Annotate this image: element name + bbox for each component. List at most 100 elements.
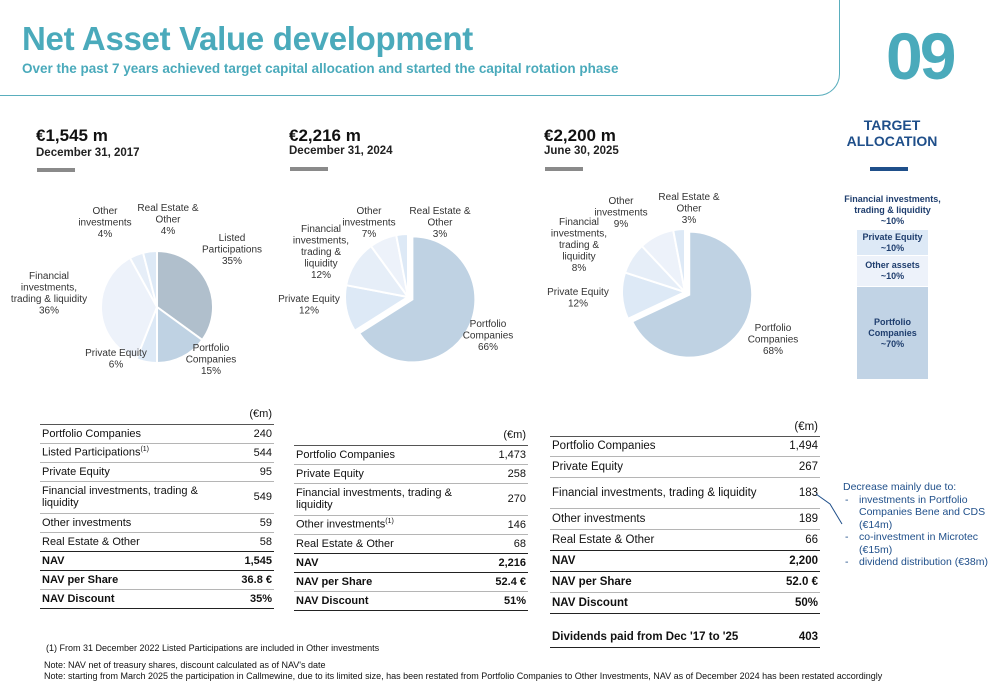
row-label: Financial investments, trading & liquidi… bbox=[294, 483, 474, 516]
row-label: NAV per Share bbox=[294, 572, 474, 592]
table-row: Other investments(1) 146 bbox=[294, 515, 528, 535]
row-value: 1,545 bbox=[220, 551, 274, 571]
row-value: 258 bbox=[474, 464, 528, 484]
dividends-row: Dividends paid from Dec '17 to '25 403 bbox=[550, 627, 820, 648]
nav-table-2025: (€m) Portfolio Companies 1,494 Private Eq… bbox=[550, 418, 820, 648]
row-value: 95 bbox=[220, 462, 274, 482]
footnote-note-2: Note: starting from March 2025 the parti… bbox=[44, 671, 883, 681]
row-label: Real Estate & Other bbox=[40, 532, 220, 552]
target-other-assets-label: Other assets bbox=[865, 260, 920, 270]
target-portfolio-companies: Portfolio Companies ~70% bbox=[857, 287, 928, 379]
pie-label-line: Financial bbox=[559, 217, 599, 228]
pie-label-line: 4% bbox=[161, 226, 176, 237]
pie-label-line: Real Estate & bbox=[409, 206, 470, 217]
page-title: Net Asset Value development bbox=[22, 20, 473, 57]
row-value: 52.4 € bbox=[474, 572, 528, 592]
nav-discount-row: NAV Discount 35% bbox=[40, 589, 274, 609]
pie-label-line: 4% bbox=[98, 229, 113, 240]
pie-label-line: trading & bbox=[559, 240, 599, 251]
pie-label-line: liquidity bbox=[562, 252, 595, 263]
row-label: Portfolio Companies bbox=[40, 424, 220, 444]
panel-2024-bar bbox=[290, 167, 328, 171]
panel-2025-amount: €2,200 m bbox=[544, 126, 616, 145]
row-label-text: Other investments bbox=[296, 518, 386, 531]
note-connector-line bbox=[815, 493, 843, 525]
pie-label: Real Estate & Other 3% bbox=[658, 192, 719, 226]
table-row: Real Estate & Other 58 bbox=[40, 532, 274, 552]
pie-label-line: 7% bbox=[362, 229, 377, 240]
decrease-note-list: investments in Portfolio Companies Bene … bbox=[843, 494, 993, 569]
footnote-note-1: Note: NAV net of treasury shares, discou… bbox=[44, 660, 326, 670]
pie-label-line: trading & bbox=[301, 247, 341, 258]
target-private-equity-pct: ~10% bbox=[880, 242, 905, 253]
table-row: Other investments 189 bbox=[550, 508, 820, 530]
pie-label-line: 12% bbox=[568, 299, 588, 310]
row-value: 36.8 € bbox=[220, 570, 274, 590]
pie-label-line: investments bbox=[78, 218, 131, 229]
table-row: Real Estate & Other 66 bbox=[550, 529, 820, 551]
row-value: 50% bbox=[765, 592, 820, 614]
pie-chart-2025: Portfolio Companies 68% Private Equity 12% Fi… bbox=[547, 192, 798, 359]
target-private-equity-label: Private Equity bbox=[862, 231, 923, 242]
table-row: Financial investments, trading & liquidi… bbox=[550, 477, 820, 509]
pie-label-line: Other bbox=[356, 206, 382, 217]
row-label: Financial investments, trading & liquidi… bbox=[550, 477, 765, 509]
target-portfolio-pct: ~70% bbox=[880, 338, 905, 349]
row-value: 549 bbox=[220, 481, 274, 514]
row-label: NAV per Share bbox=[40, 570, 220, 590]
pie-label: Other investments 9% bbox=[594, 196, 647, 230]
panel-2017-date: December 31, 2017 bbox=[36, 147, 140, 159]
nav-table-2024: (€m) Portfolio Companies 1,473 Private Eq… bbox=[294, 425, 528, 611]
pie-label-line: 36% bbox=[39, 306, 59, 317]
decrease-note-item: investments in Portfolio Companies Bene … bbox=[843, 494, 993, 532]
header-frame bbox=[0, 0, 840, 96]
target-allocation-bar bbox=[870, 167, 908, 171]
table-unit-row: (€m) bbox=[550, 418, 820, 437]
panel-2017-amount: €1,545 m bbox=[36, 126, 108, 145]
pie-label: Financial investments, trading & liquidity… bbox=[11, 271, 87, 317]
pie-label-line: Other bbox=[427, 218, 453, 229]
target-allocation-title: TARGET ALLOCATION bbox=[846, 117, 938, 149]
row-label: Real Estate & Other bbox=[294, 534, 474, 554]
target-private-equity: Private Equity ~10% bbox=[857, 230, 928, 255]
pie-label: Portfolio Companies 15% bbox=[186, 343, 237, 377]
table-row: Private Equity 258 bbox=[294, 464, 528, 484]
pie-label: Private Equity 12% bbox=[547, 287, 609, 310]
table-row: Private Equity 267 bbox=[550, 456, 820, 478]
pie-slice-portfolio-companies bbox=[630, 230, 754, 359]
decrease-note: Decrease mainly due to: investments in P… bbox=[843, 481, 993, 569]
pie-label: Portfolio Companies 66% bbox=[463, 319, 514, 353]
nav-row: NAV 1,545 bbox=[40, 551, 274, 571]
pie-label-line: Other bbox=[155, 215, 181, 226]
pie-label: Private Equity 6% bbox=[85, 348, 147, 371]
pie-label: Real Estate & Other 3% bbox=[409, 206, 470, 240]
target-financial: Financial investments, trading & liquidi… bbox=[835, 194, 950, 227]
row-value: 1,494 bbox=[765, 436, 820, 457]
row-label: Private Equity bbox=[550, 456, 765, 478]
pie-label: Listed Participations 35% bbox=[202, 233, 262, 267]
target-other-assets: Other assets ~10% bbox=[857, 256, 928, 286]
table-row: Private Equity 95 bbox=[40, 462, 274, 482]
pie-label-line: 15% bbox=[201, 366, 221, 377]
pie-label-line: Other bbox=[608, 196, 634, 207]
row-label: Portfolio Companies bbox=[550, 436, 765, 457]
pie-label-line: Real Estate & bbox=[137, 203, 198, 214]
pie-label-line: Companies bbox=[186, 355, 237, 366]
pie-label-line: 8% bbox=[572, 263, 587, 274]
nav-row: NAV 2,200 bbox=[550, 550, 820, 572]
nav-per-share-row: NAV per Share 52.4 € bbox=[294, 572, 528, 592]
note-connector bbox=[815, 493, 843, 525]
pie-label-line: Private Equity bbox=[547, 287, 609, 298]
row-label: Portfolio Companies bbox=[294, 445, 474, 465]
nav-discount-row: NAV Discount 51% bbox=[294, 591, 528, 611]
table-unit: (€m) bbox=[765, 418, 820, 437]
pie-label-line: Listed bbox=[219, 233, 246, 244]
pie-slice-listed-participations bbox=[156, 249, 214, 342]
table-row: Portfolio Companies 1,494 bbox=[550, 436, 820, 457]
pie-label-line: 3% bbox=[433, 229, 448, 240]
pie-chart-2017: Listed Participations 35% Portfolio Companie… bbox=[11, 203, 262, 377]
target-financial-pct: ~10% bbox=[880, 216, 905, 226]
pie-slice-real-estate-other bbox=[395, 232, 409, 298]
row-label: NAV Discount bbox=[40, 589, 220, 609]
row-value: 68 bbox=[474, 534, 528, 554]
